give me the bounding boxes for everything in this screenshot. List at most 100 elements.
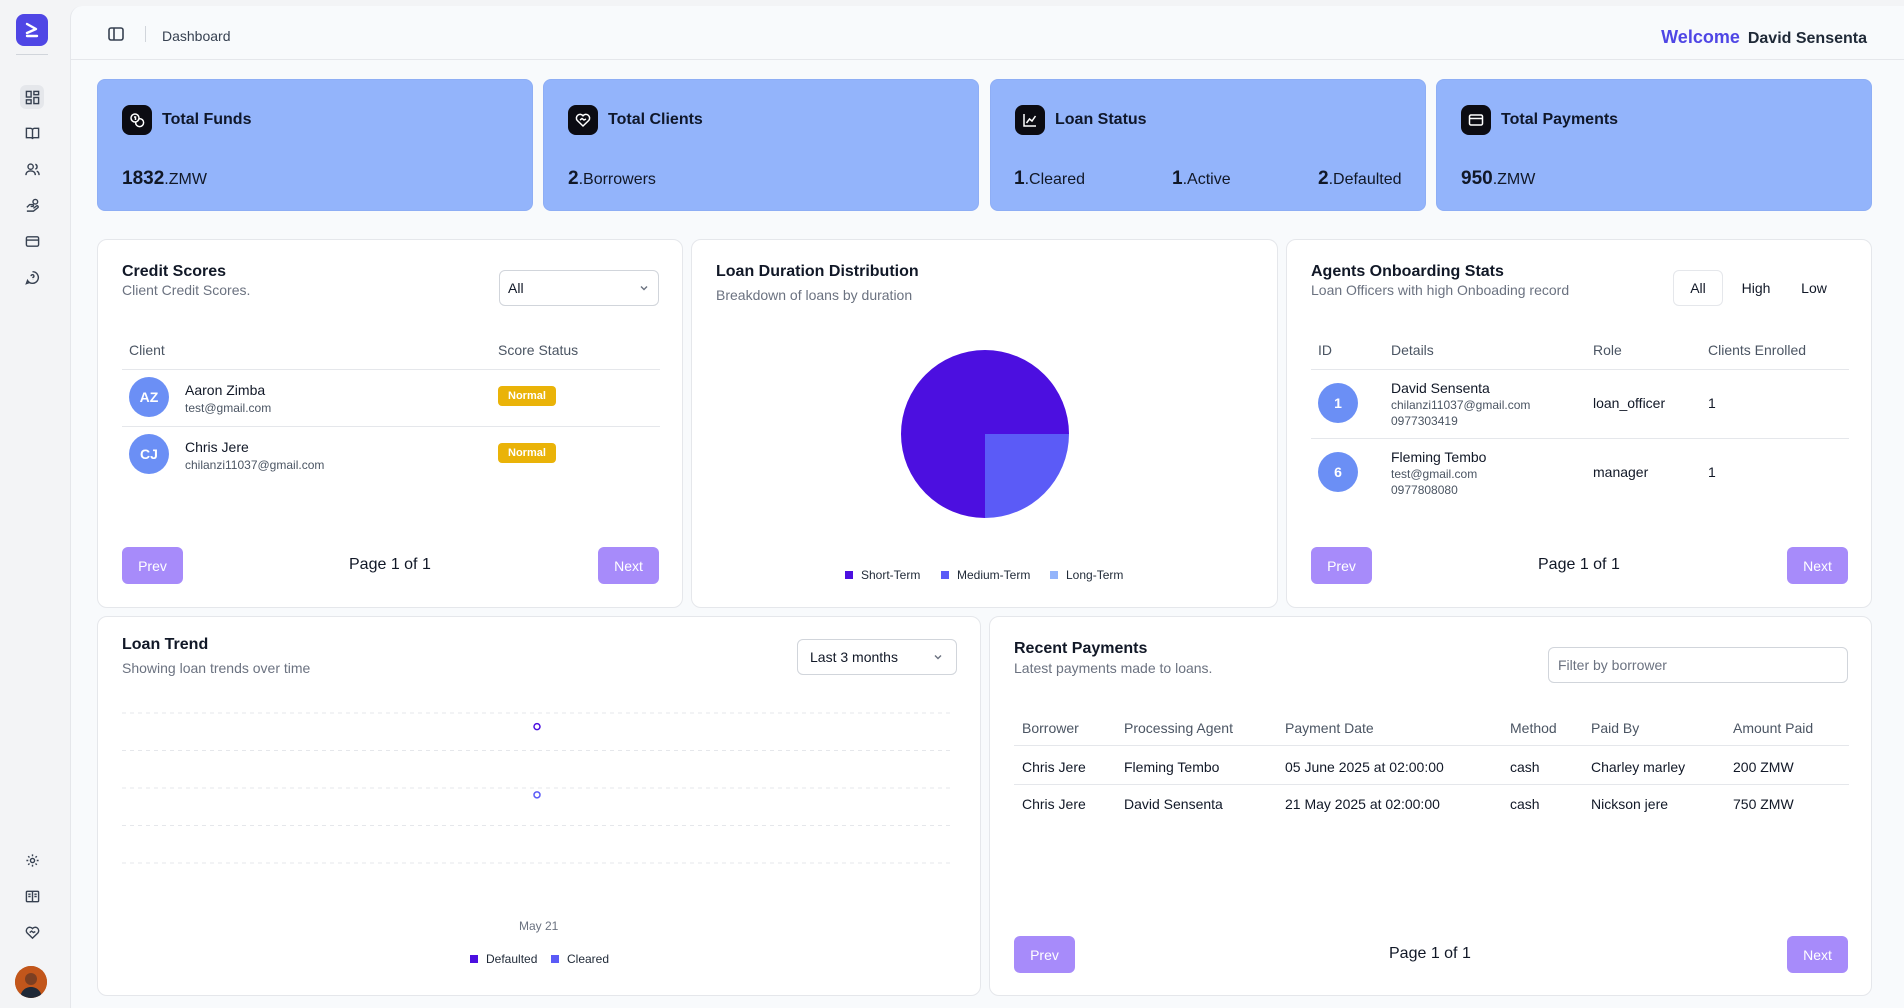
welcome-label: Welcome — [1661, 27, 1740, 47]
rail-divider — [16, 54, 48, 55]
settings-icon[interactable] — [20, 848, 44, 872]
dashboard-icon[interactable] — [20, 85, 44, 109]
prev-button[interactable]: Prev — [1311, 547, 1372, 584]
loans-icon[interactable] — [20, 193, 44, 217]
chart-line-icon — [1015, 105, 1045, 135]
legend-short-term: Short-Term — [845, 568, 920, 582]
book-open-icon[interactable] — [20, 884, 44, 908]
col-borrower: Borrower — [1022, 720, 1079, 736]
segment-low[interactable]: Low — [1801, 280, 1827, 296]
range-select[interactable]: Last 3 months — [797, 639, 957, 675]
col-client: Client — [129, 342, 165, 358]
col-details: Details — [1391, 342, 1434, 358]
agent-name: Fleming Tembo — [1391, 449, 1487, 465]
col-amount-paid: Amount Paid — [1733, 720, 1814, 736]
status-defaulted: 2.Defaulted — [1318, 168, 1402, 189]
stat-value: 2.Borrowers — [568, 168, 656, 189]
next-button[interactable]: Next — [1787, 547, 1848, 584]
legend-long-term: Long-Term — [1050, 568, 1123, 582]
card-subtitle: Loan Officers with high Onboading record — [1311, 282, 1570, 298]
point-cleared — [533, 791, 541, 799]
status-active: 1.Active — [1172, 168, 1231, 189]
col-id: ID — [1318, 342, 1332, 358]
score-filter-select[interactable]: All — [499, 270, 659, 306]
card-subtitle: Latest payments made to loans. — [1014, 660, 1213, 676]
agent-role: loan_officer — [1593, 395, 1666, 411]
chevron-down-icon — [934, 655, 942, 660]
user-avatar[interactable] — [15, 966, 47, 998]
coins-icon — [122, 105, 152, 135]
stat-title: Total Payments — [1501, 111, 1619, 128]
x-tick-label: May 21 — [519, 919, 559, 933]
top-bar: Dashboard Welcome David Sensenta — [71, 6, 1904, 60]
topbar-divider — [145, 26, 146, 42]
col-payment-date: Payment Date — [1285, 720, 1374, 736]
stat-title: Loan Status — [1055, 111, 1147, 128]
client-email: test@gmail.com — [185, 401, 272, 415]
borrower-filter-input[interactable]: Filter by borrower — [1548, 647, 1848, 683]
card-title: Recent Payments — [1014, 640, 1148, 657]
cell-agent: Fleming Tembo — [1124, 759, 1220, 775]
col-role: Role — [1593, 342, 1622, 358]
status-cleared: 1.Cleared — [1014, 168, 1086, 189]
page-indicator: Page 1 of 1 — [1389, 945, 1471, 962]
cell-method: cash — [1510, 759, 1540, 775]
card-title: Credit Scores — [122, 263, 227, 280]
col-score-status: Score Status — [498, 342, 579, 358]
stat-card-total-clients: Total Clients 2.Borrowers — [543, 79, 979, 211]
col-processing-agent: Processing Agent — [1124, 720, 1233, 736]
prev-button[interactable]: Prev — [1014, 936, 1075, 973]
breadcrumb[interactable]: Dashboard — [162, 28, 231, 44]
cell-method: cash — [1510, 796, 1540, 812]
heart-handshake-icon[interactable] — [20, 920, 44, 944]
stat-title: Total Funds — [162, 111, 252, 128]
client-email: chilanzi11037@gmail.com — [185, 458, 325, 472]
cell-paid-by: Nickson jere — [1591, 796, 1669, 812]
cell-paid-by: Charley marley — [1591, 759, 1686, 775]
loan-trend-card: Loan Trend Showing loan trends over time… — [97, 616, 981, 996]
agent-role: manager — [1593, 464, 1649, 480]
prev-button[interactable]: Prev — [122, 547, 183, 584]
select-value: All — [508, 280, 524, 296]
segment-high[interactable]: High — [1741, 280, 1771, 296]
stat-title: Total Clients — [608, 111, 703, 128]
avatar: CJ — [129, 434, 169, 474]
stat-value: 1832.ZMW — [122, 168, 207, 189]
segment-all[interactable]: All — [1673, 270, 1723, 306]
client-name: Chris Jere — [185, 439, 249, 455]
status-badge: Normal — [498, 443, 556, 463]
agent-id-badge: 1 — [1318, 383, 1358, 423]
row-divider — [1014, 784, 1849, 785]
book-icon[interactable] — [20, 121, 44, 145]
point-defaulted — [533, 722, 541, 731]
cell-borrower: Chris Jere — [1022, 759, 1086, 775]
pie-slice-medium-term — [985, 434, 1069, 518]
logo-icon — [25, 22, 39, 38]
cell-amount: 200 ZMW — [1733, 759, 1794, 775]
status-badge: Normal — [498, 386, 556, 406]
sidebar-toggle-icon[interactable] — [107, 25, 125, 43]
users-icon[interactable] — [20, 157, 44, 181]
next-button[interactable]: Next — [598, 547, 659, 584]
agent-phone: 0977303419 — [1391, 414, 1458, 428]
credit-card-icon[interactable] — [20, 229, 44, 253]
cell-date: 21 May 2025 at 02:00:00 — [1285, 796, 1440, 812]
stat-card-total-funds: Total Funds 1832.ZMW — [97, 79, 533, 211]
legend-defaulted: Defaulted — [470, 952, 537, 966]
message-icon[interactable] — [20, 265, 44, 289]
client-name: Aaron Zimba — [185, 382, 266, 398]
stat-card-loan-status: Loan Status 1.Cleared 1.Active 2.Default… — [990, 79, 1426, 211]
card-subtitle: Showing loan trends over time — [122, 660, 311, 676]
row-divider — [122, 426, 660, 427]
app-logo[interactable] — [16, 14, 48, 46]
agent-name: David Sensenta — [1391, 380, 1490, 396]
next-button[interactable]: Next — [1787, 936, 1848, 973]
icon-sidebar — [0, 0, 64, 1008]
credit-scores-card: Credit Scores Client Credit Scores. All … — [97, 239, 683, 608]
header-divider — [1311, 369, 1849, 370]
chevron-down-icon — [640, 286, 648, 291]
agent-phone: 0977808080 — [1391, 483, 1458, 497]
page-indicator: Page 1 of 1 — [1538, 556, 1620, 573]
loan-trend-chart — [122, 712, 952, 864]
agent-clients: 1 — [1708, 395, 1716, 411]
